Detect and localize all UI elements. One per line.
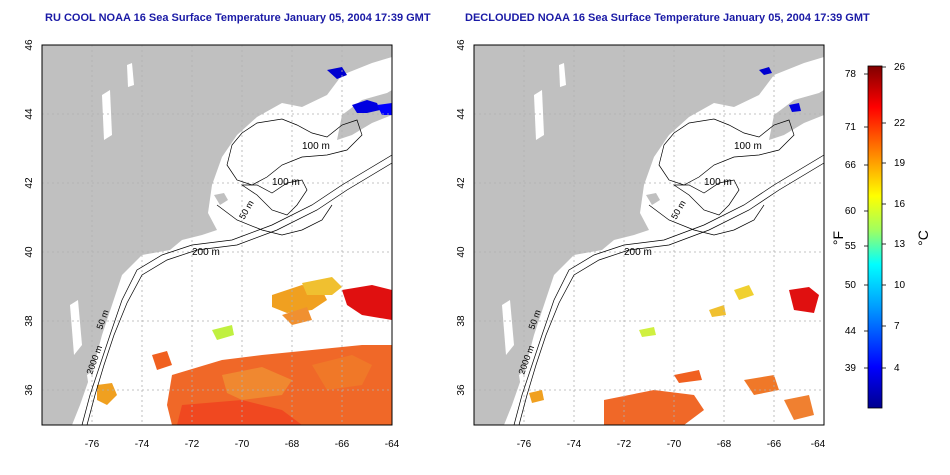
c-tick: 4 <box>894 363 900 374</box>
lat-tick: 46 <box>24 39 35 51</box>
lat-tick: 36 <box>456 384 467 396</box>
right-lon-ticks: -76 -74 -72 -70 -68 -66 -64 <box>517 439 826 450</box>
f-tick: 55 <box>845 241 857 252</box>
f-tick: 71 <box>845 122 857 133</box>
fahrenheit-label: °F <box>830 231 846 245</box>
lat-tick: 42 <box>456 177 467 189</box>
lon-tick: -66 <box>335 439 350 450</box>
f-tick: 78 <box>845 69 857 80</box>
lon-tick: -74 <box>567 439 582 450</box>
left-map <box>41 44 393 426</box>
c-tick: 22 <box>894 118 906 129</box>
left-sst-patches <box>97 67 392 425</box>
celsius-label: °C <box>915 230 931 246</box>
lat-tick: 46 <box>456 39 467 51</box>
f-tick: 50 <box>845 280 857 291</box>
lon-tick: -64 <box>811 439 826 450</box>
lon-tick: -70 <box>667 439 682 450</box>
f-tick: 60 <box>845 206 857 217</box>
lon-tick: -68 <box>285 439 300 450</box>
lon-tick: -76 <box>85 439 100 450</box>
lon-tick: -68 <box>717 439 732 450</box>
lon-tick: -72 <box>617 439 632 450</box>
lat-tick: 44 <box>24 108 35 120</box>
lat-tick: 38 <box>456 315 467 327</box>
f-tick: 66 <box>845 160 857 171</box>
lon-tick: -74 <box>135 439 150 450</box>
lon-tick: -66 <box>767 439 782 450</box>
left-map-title: RU COOL NOAA 16 Sea Surface Temperature … <box>45 12 431 24</box>
c-tick: 19 <box>894 158 906 169</box>
f-tick: 44 <box>845 326 857 337</box>
c-tick: 7 <box>894 321 900 332</box>
c-tick: 13 <box>894 239 906 250</box>
lat-tick: 38 <box>24 315 35 327</box>
c-tick: 16 <box>894 199 906 210</box>
lat-tick: 40 <box>456 246 467 258</box>
right-lat-ticks: 36 38 40 42 44 46 <box>456 39 467 396</box>
c-tick: 26 <box>894 62 906 73</box>
right-map <box>473 44 825 426</box>
f-tick: 39 <box>845 363 857 374</box>
lon-tick: -72 <box>185 439 200 450</box>
lon-tick: -76 <box>517 439 532 450</box>
right-map-title: DECLOUDED NOAA 16 Sea Surface Temperatur… <box>465 12 870 24</box>
lat-tick: 44 <box>456 108 467 120</box>
left-lon-ticks: -76 -74 -72 -70 -68 -66 -64 <box>85 439 400 450</box>
colorbar: 78 71 66 60 55 50 44 39 26 22 19 16 13 1… <box>830 62 931 409</box>
lat-tick: 36 <box>24 384 35 396</box>
c-tick: 10 <box>894 280 906 291</box>
right-sst-patches <box>529 67 819 425</box>
lat-tick: 40 <box>24 246 35 258</box>
left-lat-ticks: 36 38 40 42 44 46 <box>24 39 35 396</box>
lon-tick: -70 <box>235 439 250 450</box>
lon-tick: -64 <box>385 439 400 450</box>
lat-tick: 42 <box>24 177 35 189</box>
colorbar-gradient <box>867 65 883 409</box>
